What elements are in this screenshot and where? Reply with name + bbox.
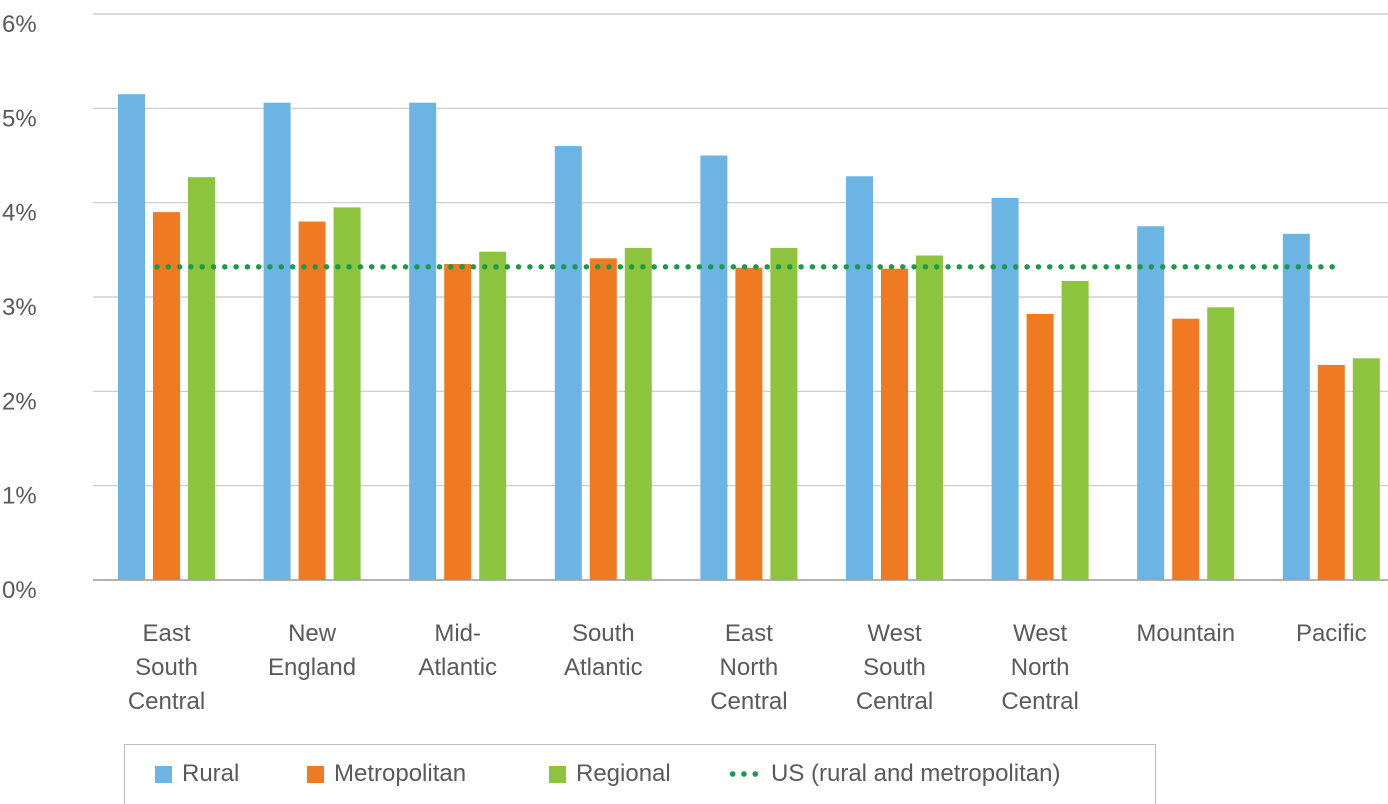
legend-label-us: US (rural and metropolitan) xyxy=(771,760,1061,787)
bar-regional xyxy=(916,255,943,580)
bar-regional xyxy=(333,207,361,580)
bar-regional xyxy=(188,177,215,581)
bar-regional xyxy=(1352,358,1380,580)
bar-metropolitan xyxy=(1317,364,1345,580)
y-tick-label: 3% xyxy=(2,294,37,321)
legend-item-regional: Regional xyxy=(549,759,671,789)
bar-chart: 0% 1% 2% 3% 4% 5% 6% East South Central New Englan… xyxy=(2,11,1388,715)
bar-metropolitan xyxy=(881,268,908,580)
y-tick-label: 5% xyxy=(2,105,37,132)
bars xyxy=(118,94,1380,581)
bar-regional xyxy=(624,247,652,581)
bar-regional xyxy=(479,251,507,580)
y-tick-label: 4% xyxy=(2,200,37,227)
bar-metropolitan xyxy=(298,221,326,581)
bar-metropolitan xyxy=(1172,318,1200,580)
x-category-label: New England xyxy=(268,620,356,681)
y-tick-label: 6% xyxy=(2,11,37,38)
bar-metropolitan xyxy=(589,258,617,580)
legend-swatch-rural xyxy=(155,765,172,783)
bar-regional xyxy=(770,247,798,581)
bar-rural xyxy=(846,176,873,580)
bar-metropolitan xyxy=(1026,313,1054,580)
y-axis-ticks: 0% 1% 2% 3% 4% 5% 6% xyxy=(2,11,37,604)
bar-metropolitan xyxy=(444,263,472,580)
bar-regional xyxy=(1207,307,1235,580)
x-category-label: South Atlantic xyxy=(564,620,643,681)
legend-label-regional: Regional xyxy=(576,760,671,787)
x-category-label: West South Central xyxy=(856,620,933,715)
y-tick-label: 1% xyxy=(2,483,37,510)
x-category-label: Mid-Atlantic xyxy=(418,620,497,681)
y-tick-label: 0% xyxy=(2,577,37,604)
legend-item-rural: Rural xyxy=(155,759,239,789)
bar-rural xyxy=(263,102,291,580)
bar-rural xyxy=(118,94,145,580)
legend-item-us: US (rural and metropolitan) xyxy=(727,759,1060,789)
y-tick-label: 2% xyxy=(2,388,37,415)
bar-metropolitan xyxy=(153,212,180,580)
legend-dotted-line-icon xyxy=(727,770,761,778)
legend-swatch-metropolitan xyxy=(307,765,324,783)
x-axis-categories: East South Central New England Mid-Atlantic So… xyxy=(128,620,1367,715)
legend-swatch-regional xyxy=(549,765,566,783)
bar-rural xyxy=(1282,233,1310,580)
bar-rural xyxy=(991,197,1019,580)
legend-item-metropolitan: Metropolitan xyxy=(307,759,466,789)
legend-label-rural: Rural xyxy=(182,760,240,787)
bar-rural xyxy=(554,146,582,581)
bar-regional xyxy=(1061,280,1089,580)
legend: Rural Metropolitan Regional US (rural an… xyxy=(124,744,1156,804)
legend-label-metropolitan: Metropolitan xyxy=(334,760,467,787)
bar-rural xyxy=(700,155,728,580)
x-category-label: East North Central xyxy=(710,620,787,715)
x-category-label: Mountain xyxy=(1136,620,1235,647)
bar-rural xyxy=(1137,226,1165,580)
x-category-label: Pacific xyxy=(1296,620,1367,647)
x-category-label: East South Central xyxy=(128,620,205,715)
bar-metropolitan xyxy=(735,267,763,580)
x-category-label: West North Central xyxy=(1001,620,1078,715)
bar-rural xyxy=(409,102,437,580)
